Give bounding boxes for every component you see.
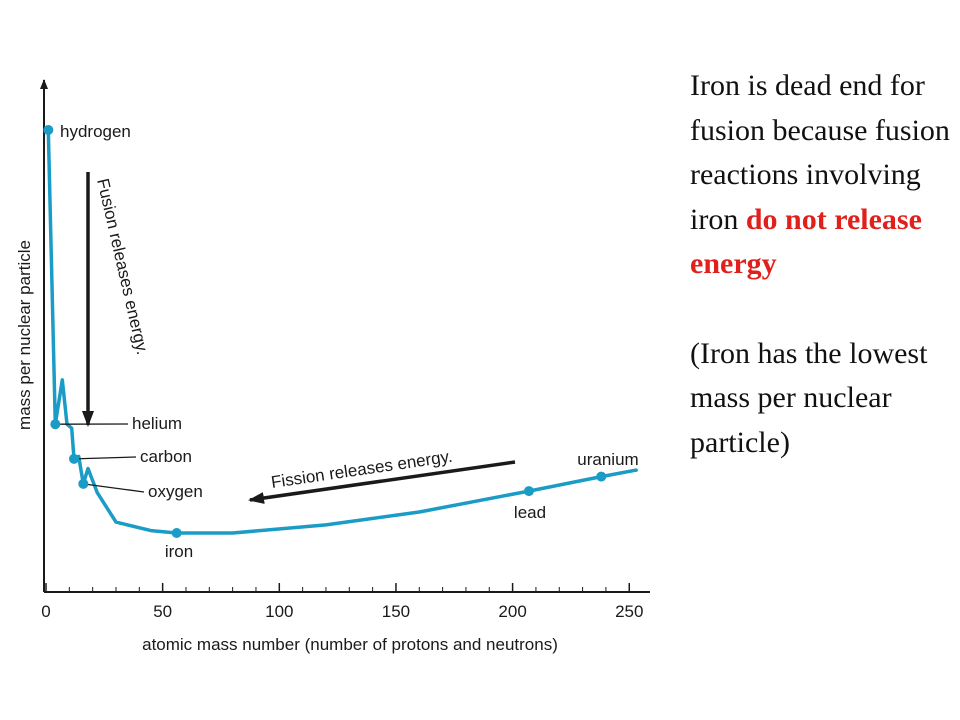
- point-carbon: [68, 453, 79, 464]
- x-tick-label-50: 50: [153, 602, 172, 621]
- x-ticks: 0 50 100 150 200 250: [41, 583, 643, 621]
- label-leaders: [55, 423, 145, 493]
- point-label-carbon: carbon: [140, 447, 192, 466]
- binding-energy-chart: 0 50 100 150 200 250 atomic mass number (numb…: [15, 79, 650, 654]
- x-axis-label: atomic mass number (number of protons an…: [142, 635, 558, 654]
- point-label-helium: helium: [132, 414, 182, 433]
- point-label-uranium: uranium: [577, 450, 638, 469]
- y-axis-label: mass per nuclear particle: [15, 240, 34, 430]
- x-tick-label-0: 0: [41, 602, 50, 621]
- leader-line-carbon: [73, 456, 137, 460]
- point-lead: [523, 486, 534, 497]
- x-tick-label-250: 250: [615, 602, 643, 621]
- explanation-note: (Iron has the lowest mass per nuclear pa…: [690, 336, 928, 459]
- explanation-emphasis: do not release energy: [690, 202, 922, 281]
- point-helium: [50, 419, 61, 430]
- point-hydrogen: [43, 125, 54, 135]
- x-tick-label-200: 200: [498, 602, 526, 621]
- leader-line-oxygen: [83, 483, 145, 493]
- fusion-annotation: Fusion releases energy.: [93, 177, 152, 357]
- x-tick-label-100: 100: [265, 602, 293, 621]
- point-iron: [171, 528, 182, 538]
- fission-arrow: [248, 460, 516, 504]
- explanation-text: Iron is dead end for fusion because fusi…: [690, 64, 952, 465]
- explanation-paragraph: Iron is dead end for fusion because fusi…: [690, 64, 952, 287]
- point-label-iron: iron: [165, 542, 193, 561]
- point-uranium: [596, 471, 607, 482]
- explanation-main: Iron is dead end for fusion because fusi…: [690, 69, 950, 236]
- x-tick-label-150: 150: [382, 602, 410, 621]
- point-label-lead: lead: [514, 503, 546, 522]
- point-oxygen: [78, 478, 89, 489]
- point-label-hydrogen: hydrogen: [60, 122, 131, 141]
- data-points: [43, 125, 607, 538]
- point-label-oxygen: oxygen: [148, 482, 203, 501]
